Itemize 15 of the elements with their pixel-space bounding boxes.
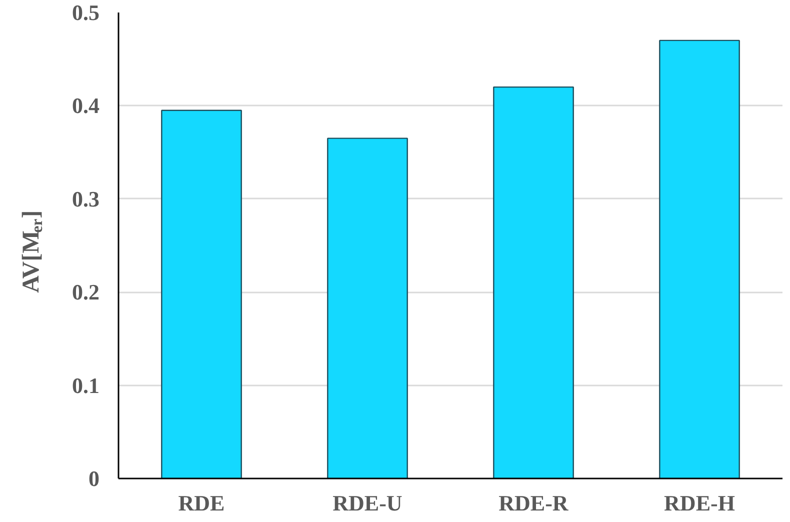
y-axis-title: AV[Mer]	[18, 210, 46, 293]
x-tick-label: RDE	[178, 490, 225, 516]
bar	[161, 110, 242, 478]
y-tick-label: 0.4	[72, 93, 100, 118]
x-tick-label: RDE-U	[332, 490, 402, 516]
y-tick-label: 0.1	[72, 372, 100, 398]
y-tick-label: 0.5	[72, 0, 100, 25]
y-tick-label: 0	[88, 466, 100, 491]
bar	[493, 86, 574, 478]
bar	[327, 138, 408, 478]
bar	[659, 40, 740, 478]
x-tick-label: RDE-R	[498, 490, 570, 516]
y-tick-label: 0.2	[72, 280, 100, 305]
x-tick-label: RDE-H	[664, 490, 735, 516]
y-tick-label: 0.3	[72, 186, 100, 212]
